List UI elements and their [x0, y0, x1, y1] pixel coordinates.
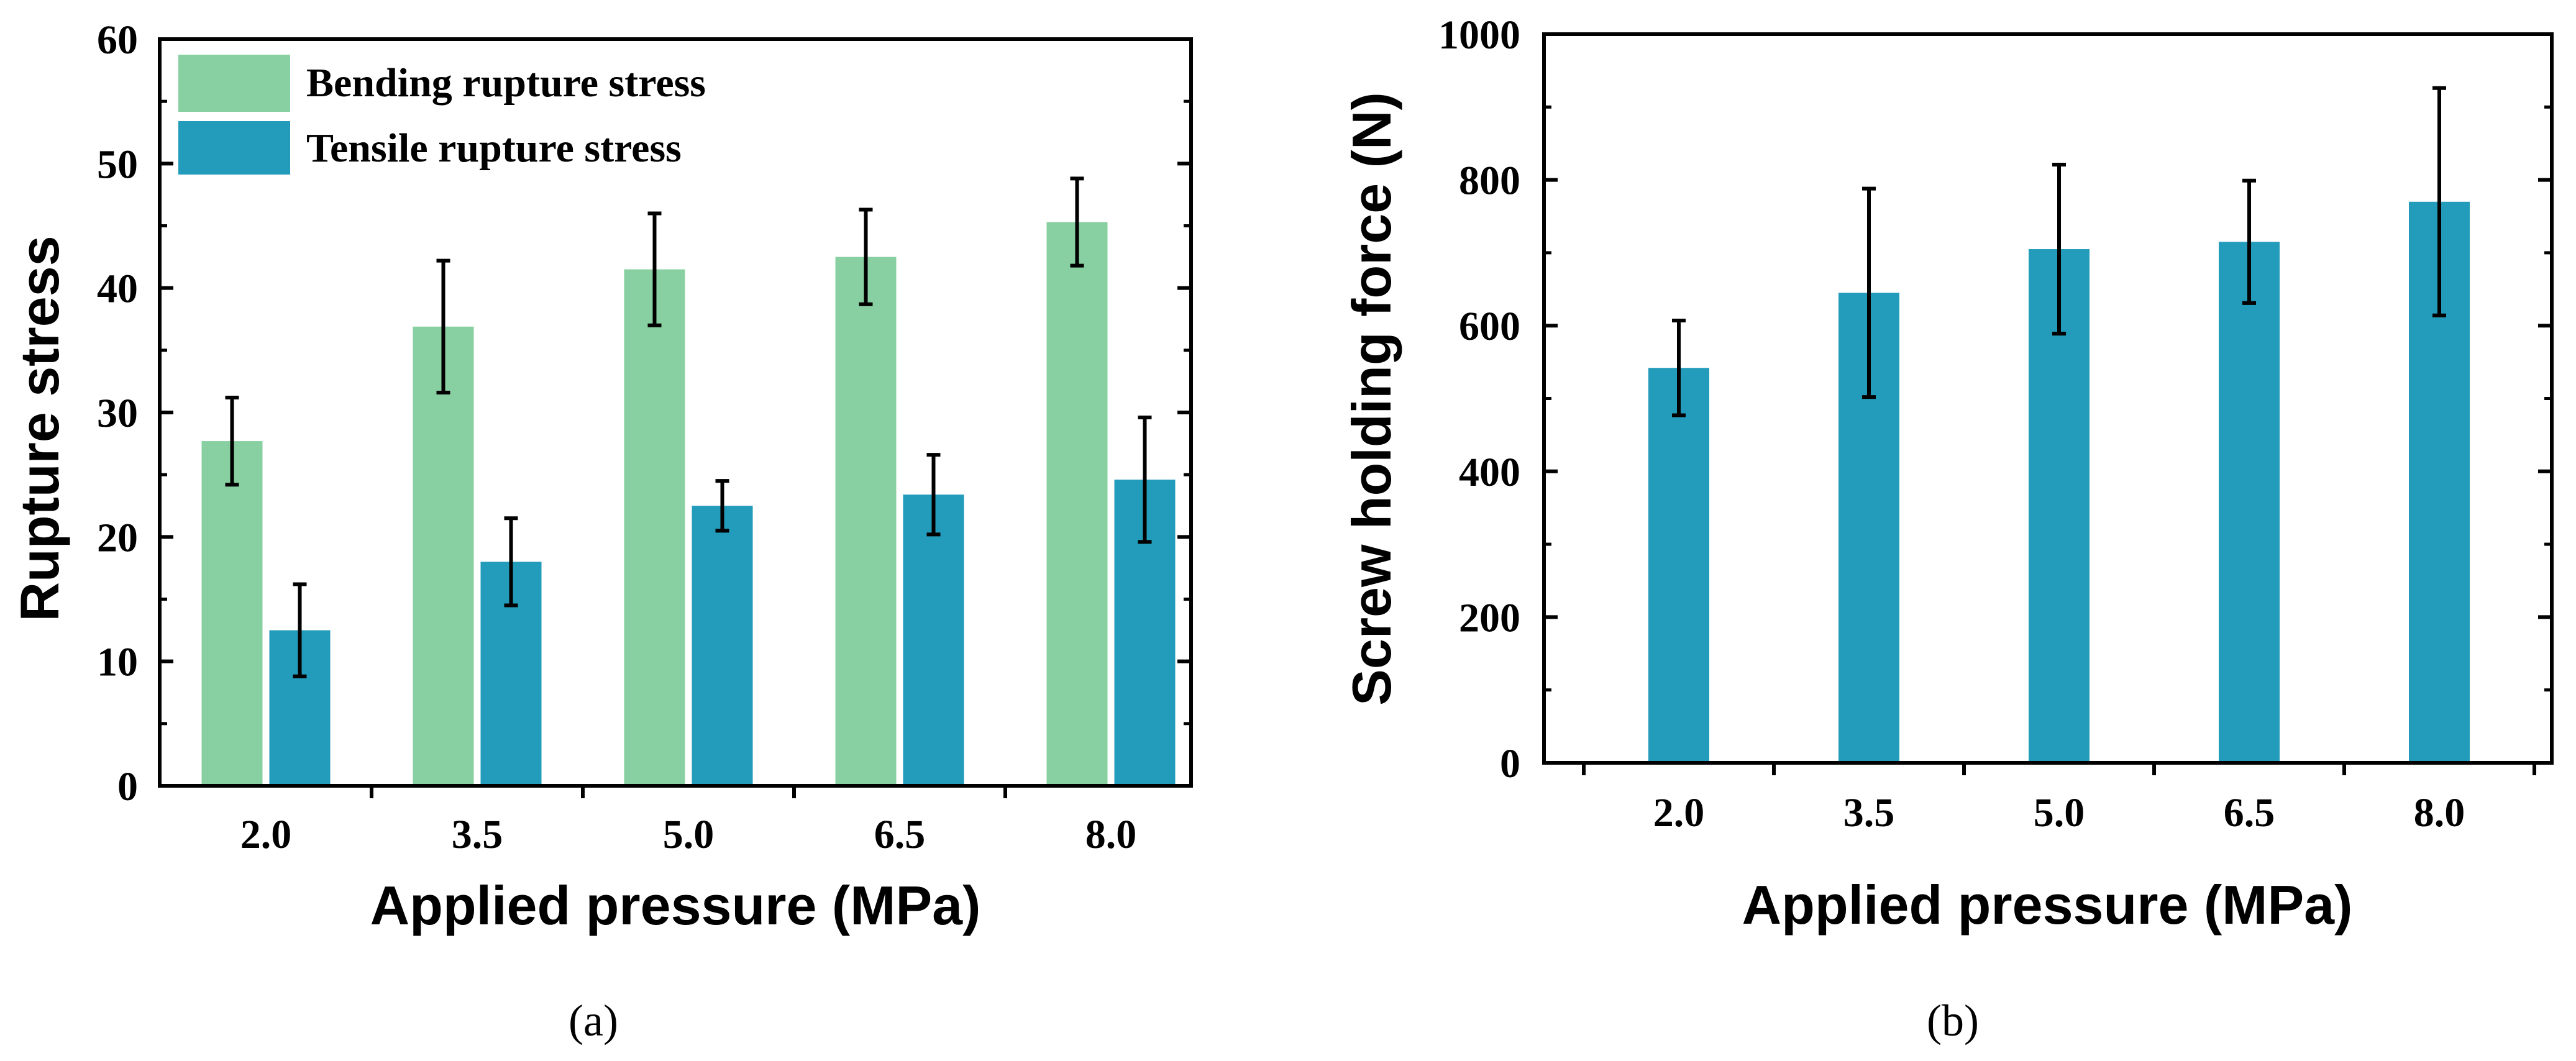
panel-b-ytick-label-3: 600 — [1459, 304, 1520, 349]
panel-a-ytick-label-5: 50 — [97, 142, 138, 187]
panel-b-chart: 0 200 400 600 800 1000 2.0 3.5 5.0 6.5 8.0 Applied… — [1341, 12, 2554, 1045]
panel-a-xtick-label-3: 6.5 — [874, 812, 926, 857]
panel-b-bar-s0-3 — [2219, 242, 2280, 763]
panel-a-bar-s0-4 — [1046, 222, 1108, 786]
panel-a-bar-s1-3 — [903, 494, 964, 786]
panel-b-label: (b) — [1927, 996, 1979, 1045]
panel-b-xtick-label-0: 2.0 — [1653, 790, 1705, 836]
panel-a-ytick-label-4: 40 — [97, 266, 138, 312]
panel-a-ytick-label-6: 60 — [97, 17, 138, 63]
panel-a-legend-swatch-tensile — [178, 121, 290, 175]
panel-a-label: (a) — [569, 996, 618, 1045]
panel-a-ytick-label-1: 10 — [97, 640, 138, 685]
panel-b-ytick-label-4: 800 — [1459, 158, 1520, 204]
panel-a-ytick-label-2: 20 — [97, 515, 138, 560]
panel-a-bar-s1-2 — [692, 506, 753, 786]
panel-a-legend-swatch-bending — [178, 55, 290, 112]
panel-a-xtick-label-1: 3.5 — [452, 812, 503, 857]
panel-b-ytick-label-1: 200 — [1459, 595, 1520, 640]
panel-a-xtick-label-0: 2.0 — [240, 812, 292, 857]
panel-b-ytick-label-5: 1000 — [1438, 12, 1520, 58]
panel-a-y-axis-title: Rupture stress — [9, 235, 70, 621]
panel-a-ytick-label-3: 30 — [97, 391, 138, 436]
panel-a-xtick-label-4: 8.0 — [1085, 812, 1137, 857]
panel-a-marks: 0 10 20 30 40 50 60 2.0 3.5 5.0 6.5 8.0 — [97, 17, 1193, 857]
panel-b-y-axis-title: Screw holding force (N) — [1341, 92, 1402, 706]
panel-a-legend-label-bending: Bending rupture stress — [306, 60, 706, 106]
panel-a-ytick-label-0: 0 — [117, 764, 138, 809]
panel-b-ytick-label-2: 400 — [1459, 450, 1520, 495]
panel-b-xtick-label-4: 8.0 — [2414, 790, 2465, 836]
panel-b-ytick-label-0: 0 — [1500, 741, 1520, 786]
panel-b-bar-s0-0 — [1648, 368, 1709, 763]
panel-b-xtick-label-3: 6.5 — [2224, 790, 2275, 836]
panel-b-xtick-label-2: 5.0 — [2034, 790, 2085, 836]
panel-a-chart: 0 10 20 30 40 50 60 2.0 3.5 5.0 6.5 8.0 Bending rup… — [9, 17, 1193, 1045]
panel-a-bar-s0-3 — [835, 257, 897, 786]
panel-b-x-axis-title: Applied pressure (MPa) — [1742, 874, 2353, 936]
panel-a-x-axis-title: Applied pressure (MPa) — [370, 875, 981, 936]
panel-b-xtick-label-1: 3.5 — [1843, 790, 1895, 836]
panel-a-legend-label-tensile: Tensile rupture stress — [306, 125, 682, 171]
panel-a-bar-s0-1 — [413, 326, 474, 786]
panel-b-marks: 0 200 400 600 800 1000 2.0 3.5 5.0 6.5 8.0 — [1438, 12, 2554, 836]
panel-a-bar-s0-2 — [624, 269, 685, 786]
panel-a-bar-s0-0 — [201, 441, 263, 786]
panel-a-xtick-label-2: 5.0 — [663, 812, 715, 857]
